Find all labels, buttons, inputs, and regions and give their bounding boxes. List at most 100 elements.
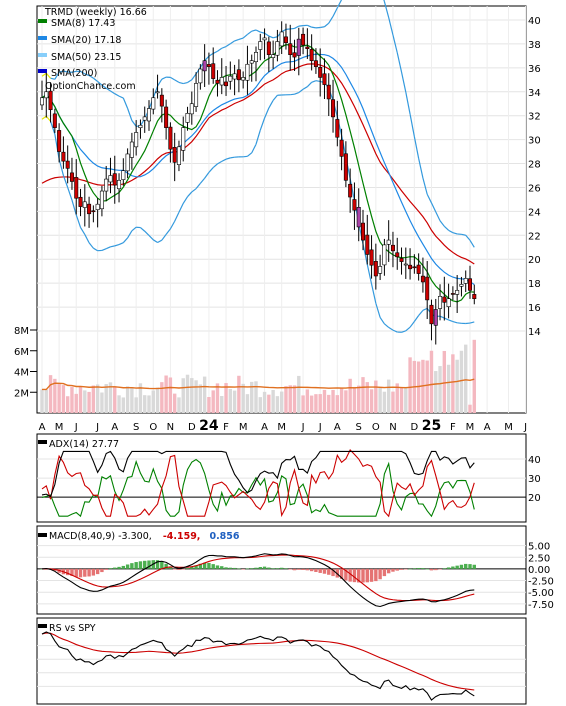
candle-body bbox=[296, 38, 301, 56]
bollinger-upper-segment bbox=[320, 26, 325, 29]
volume-bar bbox=[108, 382, 113, 413]
candle-body bbox=[215, 79, 220, 84]
macd-histogram-bar bbox=[271, 568, 275, 569]
candle-body bbox=[48, 90, 53, 111]
macd-histogram-bar bbox=[65, 568, 70, 576]
volume-bar bbox=[416, 361, 421, 413]
volume-bar bbox=[404, 386, 408, 413]
candle-body bbox=[232, 73, 237, 80]
candle-body bbox=[305, 46, 310, 50]
month-tick-label: A bbox=[334, 422, 341, 433]
volume-bar bbox=[87, 391, 91, 413]
bollinger-lower-segment bbox=[62, 175, 69, 188]
bollinger-lower-segment bbox=[114, 243, 120, 247]
bollinger-upper-segment bbox=[221, 45, 227, 49]
volume-bar bbox=[143, 395, 147, 413]
candle-body bbox=[335, 119, 340, 138]
candle-body bbox=[416, 264, 421, 274]
macd-histogram-bar bbox=[434, 568, 438, 571]
candle-body bbox=[283, 36, 288, 44]
volume-bar bbox=[172, 393, 177, 413]
bollinger-lower-segment bbox=[388, 326, 394, 331]
bollinger-upper-segment bbox=[191, 73, 197, 81]
volume-bar bbox=[305, 389, 310, 413]
bollinger-lower-segment bbox=[148, 235, 154, 241]
candle-body bbox=[301, 33, 306, 46]
macd-histogram-bar bbox=[224, 567, 228, 569]
price-tick-label: 14 bbox=[528, 327, 541, 338]
macd-histogram-bar bbox=[237, 568, 241, 570]
macd-histogram-bar bbox=[288, 568, 292, 570]
volume-bar bbox=[309, 395, 314, 413]
macd-histogram-bar bbox=[87, 568, 91, 577]
macd-histogram-bar bbox=[181, 568, 185, 570]
bollinger-lower-segment bbox=[199, 177, 206, 184]
macd-histogram-bar bbox=[108, 568, 113, 569]
candle-body bbox=[57, 130, 62, 152]
volume-bar bbox=[147, 395, 151, 413]
bollinger-upper-segment bbox=[152, 85, 159, 98]
bollinger-lower-segment bbox=[230, 156, 235, 159]
month-tick-label: M bbox=[239, 422, 248, 433]
macd-title: MACD(8,40,9) -3.300, -4.159, 0.856 bbox=[49, 531, 240, 542]
bollinger-upper-segment bbox=[225, 43, 231, 48]
macd-histogram-bar bbox=[301, 568, 305, 570]
bollinger-lower-segment bbox=[405, 326, 411, 332]
bollinger-upper-segment bbox=[212, 50, 218, 54]
volume-bar bbox=[357, 385, 361, 413]
candle-body bbox=[288, 43, 293, 55]
bollinger-upper-segment bbox=[41, 72, 47, 77]
price-tick-label: 22 bbox=[528, 231, 541, 242]
candle-body bbox=[438, 296, 443, 309]
volume-bar bbox=[95, 384, 100, 413]
volume-bar bbox=[121, 397, 126, 413]
bollinger-upper-segment bbox=[336, 0, 343, 9]
macd-histogram-bar bbox=[267, 567, 271, 569]
volume-bar bbox=[245, 394, 250, 413]
bollinger-upper-segment bbox=[187, 79, 193, 84]
candle-body bbox=[181, 127, 186, 151]
adx-legend-swatch bbox=[38, 440, 47, 444]
rs-title: RS vs SPY bbox=[49, 623, 96, 634]
macd-histogram-bar bbox=[327, 568, 331, 575]
bollinger-lower-segment bbox=[93, 247, 98, 252]
bollinger-upper-segment bbox=[127, 108, 133, 121]
volume-bar bbox=[254, 381, 258, 413]
volume-bar bbox=[53, 378, 57, 413]
bollinger-lower-segment bbox=[294, 92, 300, 95]
bollinger-upper-segment bbox=[448, 229, 454, 234]
bollinger-upper-segment bbox=[465, 234, 471, 241]
macd-histogram-bar bbox=[78, 568, 83, 578]
candle-body bbox=[356, 207, 361, 228]
price-tick-label: 28 bbox=[528, 160, 541, 171]
candle-body bbox=[91, 210, 96, 213]
volume-bars bbox=[40, 339, 476, 413]
month-tick-label: F bbox=[223, 422, 229, 433]
macd-histogram-bar bbox=[220, 566, 224, 569]
volume-bar bbox=[369, 389, 374, 413]
volume-bar bbox=[459, 350, 464, 413]
candle-body bbox=[266, 41, 271, 55]
macd-histogram-bar bbox=[472, 564, 476, 569]
bollinger-upper-segment bbox=[324, 22, 330, 28]
volume-bar bbox=[237, 375, 241, 413]
macd-series bbox=[40, 553, 476, 608]
bollinger-upper-segment bbox=[247, 30, 253, 35]
bollinger-lower-segment bbox=[225, 157, 231, 160]
macd-histogram-bar bbox=[416, 567, 421, 569]
candle-body bbox=[61, 151, 66, 162]
volume-bar bbox=[284, 386, 288, 413]
volume-bar bbox=[78, 386, 83, 413]
bollinger-upper-segment bbox=[234, 38, 240, 42]
volume-bar bbox=[442, 350, 447, 413]
macd-tick-label: -5.00 bbox=[528, 588, 554, 599]
candle-body bbox=[202, 60, 207, 72]
macd-histogram-bar bbox=[464, 563, 468, 569]
bollinger-upper-segment bbox=[430, 202, 437, 213]
volume-bar bbox=[267, 394, 271, 413]
candle-body bbox=[420, 275, 425, 283]
candle-body bbox=[52, 113, 57, 128]
macd-histogram-bar bbox=[262, 566, 267, 569]
month-tick-label: S bbox=[133, 422, 139, 433]
volume-bar bbox=[335, 395, 340, 413]
